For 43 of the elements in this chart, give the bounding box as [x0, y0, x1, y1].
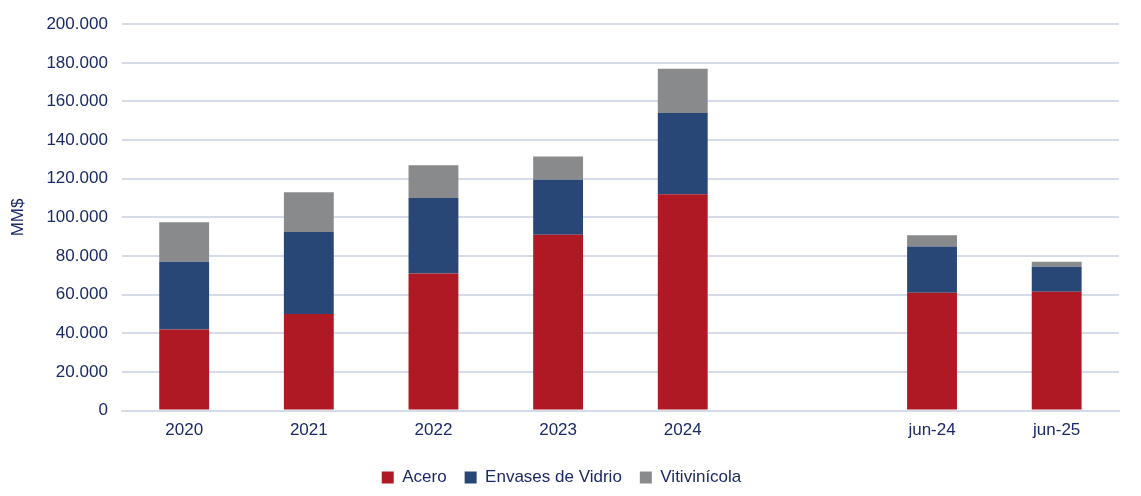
bar — [1031, 291, 1082, 410]
y-tick-label: 160.000 — [46, 91, 108, 111]
legend-label: Acero — [402, 467, 447, 487]
x-tick-label: 2023 — [539, 420, 578, 440]
bar — [657, 68, 708, 114]
y-tick-label: 140.000 — [46, 129, 108, 149]
y-tick-label: 200.000 — [46, 13, 108, 33]
legend-label: Vitivinícola — [660, 467, 742, 487]
bar — [907, 292, 957, 410]
x-tick-label: jun-24 — [907, 420, 956, 440]
bar — [408, 273, 459, 410]
bar — [533, 234, 584, 410]
bar — [408, 198, 459, 274]
bar — [533, 156, 584, 180]
x-tick-label: 2022 — [414, 420, 453, 440]
y-tick-label: 20.000 — [55, 361, 108, 381]
bar — [159, 222, 210, 262]
y-tick-label: 80.000 — [55, 245, 108, 265]
x-tick-label: 2020 — [165, 420, 204, 440]
y-tick-label: 180.000 — [46, 52, 108, 72]
y-axis-title: MM$ — [7, 197, 27, 237]
bar — [907, 246, 957, 293]
bar — [907, 235, 957, 247]
bar — [533, 179, 584, 235]
bar — [159, 329, 210, 410]
x-tick-label: jun-25 — [1032, 420, 1081, 440]
bar — [408, 165, 459, 199]
bar — [657, 113, 708, 195]
y-tick-label: 0 — [98, 400, 108, 420]
y-tick-label: 100.000 — [46, 207, 108, 227]
bar — [657, 194, 708, 410]
y-tick-label: 60.000 — [55, 284, 108, 304]
bar — [283, 231, 334, 314]
y-tick-label: 40.000 — [55, 323, 108, 343]
bar — [1031, 261, 1082, 267]
legend-label: Envases de Vidrio — [485, 467, 622, 487]
y-tick-label: 120.000 — [46, 168, 108, 188]
bar — [1031, 266, 1082, 292]
bar — [283, 314, 334, 410]
x-tick-label: 2021 — [289, 420, 328, 440]
bar — [159, 261, 210, 330]
x-tick-label: 2024 — [663, 420, 702, 440]
bar — [283, 192, 334, 232]
